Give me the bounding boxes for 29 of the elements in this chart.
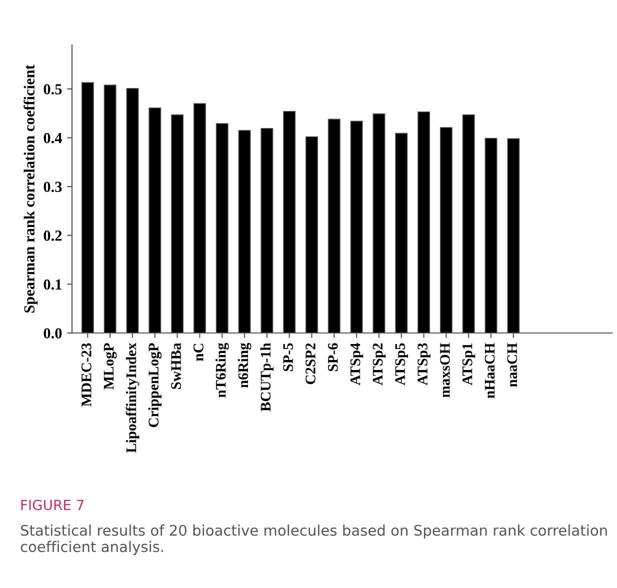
- x-tick-label: LipoaffinityIndex: [126, 342, 140, 453]
- y-tick-label: 0.4: [44, 132, 62, 144]
- x-tick-label: ATSp2: [372, 343, 386, 386]
- x-tick-label: ATSp5: [395, 343, 408, 386]
- x-tick-label: SP-6: [328, 343, 338, 372]
- x-tick-label: nT6Ring: [215, 342, 229, 398]
- x-tick-label: ATSp3: [418, 343, 430, 386]
- x-tick-label: C2SP2: [306, 343, 316, 384]
- x-tick-label: BCUTp-1h: [260, 342, 274, 412]
- x-tick-label: maxsOH: [440, 342, 450, 398]
- x-tick-label: MLogP: [104, 343, 117, 390]
- x-tick-label: MDEC-23: [82, 343, 92, 406]
- x-tick-label: n6Ring: [238, 342, 252, 388]
- x-tick-label: naaCH: [507, 342, 518, 387]
- y-tick-label: 0.0: [44, 328, 62, 339]
- x-tick-label: ATSp4: [350, 342, 364, 386]
- x-tick-label: CrippenLogP: [148, 343, 162, 428]
- x-tick-label: nC: [194, 344, 204, 361]
- y-tick-label: 0.1: [44, 279, 62, 290]
- y-tick-label: 0.2: [44, 230, 62, 241]
- x-tick-label: nHaaCH: [484, 342, 495, 398]
- x-tick-label: SP-5: [283, 343, 293, 372]
- x-tick-label: SwHBa: [171, 342, 181, 389]
- text: Statistical results of 20 bioactive molecules based on Spearman rank correlation coefficient analysis.: [20, 524, 607, 555]
- x-tick-label: ATSp1: [462, 343, 476, 386]
- y-tick-label: 0.3: [44, 182, 62, 192]
- y-tick-label: 0.5: [44, 84, 62, 94]
- caption: FIGURE 7: [21, 500, 84, 510]
- y-axis-title: Spearman rank correlation coefficient: [24, 64, 38, 313]
